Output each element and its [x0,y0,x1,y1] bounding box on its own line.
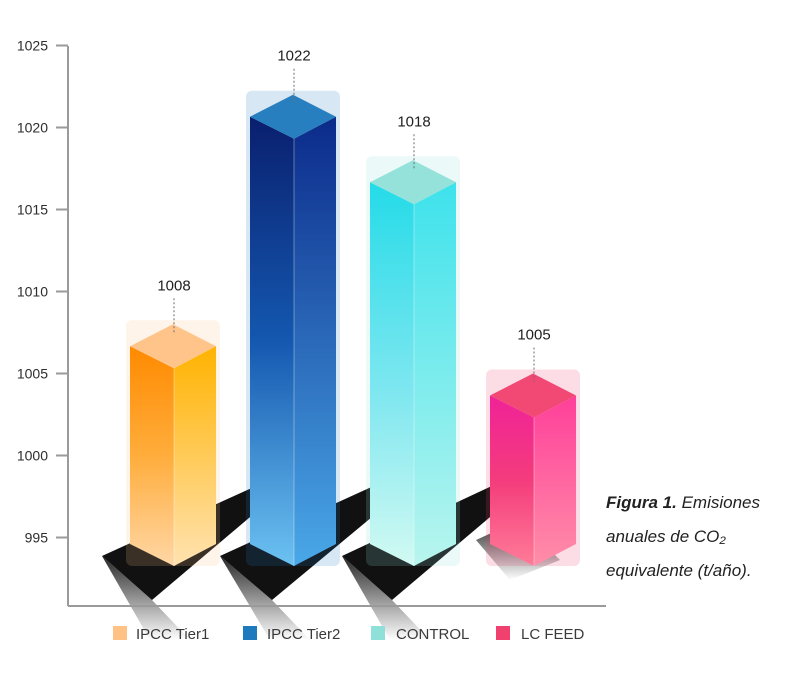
bar-front-face [130,346,174,566]
y-tick-label: 1005 [17,366,48,382]
legend-label-lc-feed: LC FEED [521,626,585,643]
y-tick-label: 1015 [17,202,48,218]
data-label: 1008 [157,277,190,294]
bar-front-face [490,395,534,566]
legend: IPCC Tier1 IPCC Tier2 CONTROL LC FEED [113,626,585,643]
legend-label-control: CONTROL [396,626,469,643]
data-labels: 1008 1022 1018 1005 [157,48,551,384]
bar-top-face [250,94,336,139]
legend-label-ipcc-tier1: IPCC Tier1 [136,626,209,643]
caption-figure-number: Figura 1. [606,493,677,512]
y-tick-label: 1020 [17,120,48,136]
legend-label-ipcc-tier2: IPCC Tier2 [267,626,340,643]
caption-line-1-rest: Emisiones [676,493,760,512]
data-label: 1022 [277,48,310,65]
bar-lc-feed [486,369,580,566]
legend-swatch-ipcc-tier2 [243,626,257,640]
bar-front-face [250,116,294,566]
bar-control [366,156,460,567]
bar-side-face [414,182,456,567]
legend-swatch-lc-feed [496,626,510,640]
y-axis: 995 1000 1005 1010 1015 1020 1025 [17,38,606,607]
y-tick-label: 1000 [17,448,48,464]
bar-top-face [370,160,456,205]
data-label: 1018 [397,113,430,130]
bar-top-face [130,324,216,369]
legend-swatch-ipcc-tier1 [113,626,127,640]
caption-line-1: Figura 1. Emisiones [606,486,796,520]
bar-front-face [370,182,414,567]
caption-line-2: anuales de CO₂ [606,527,726,546]
floor-shadow [342,556,430,640]
bar-side-face [294,116,336,566]
bar-ipcc-tier1 [126,320,220,566]
y-tick-label: 1025 [17,38,48,54]
legend-swatch-control [371,626,385,640]
bar-top-face [490,373,576,418]
bar-side-face [174,346,216,566]
y-tick-label: 1010 [17,284,48,300]
bar-ipcc-tier2 [246,90,340,566]
caption-line-3: equivalente (t/año). [606,561,752,580]
floor-shadow [220,556,310,640]
bar-side-face [534,395,576,566]
y-tick-label: 995 [25,530,49,546]
floor-shadow [102,556,190,640]
bars [126,90,580,567]
data-label: 1005 [517,327,550,344]
figure-caption: Figura 1. Emisiones anuales de CO₂ equiv… [606,486,796,588]
